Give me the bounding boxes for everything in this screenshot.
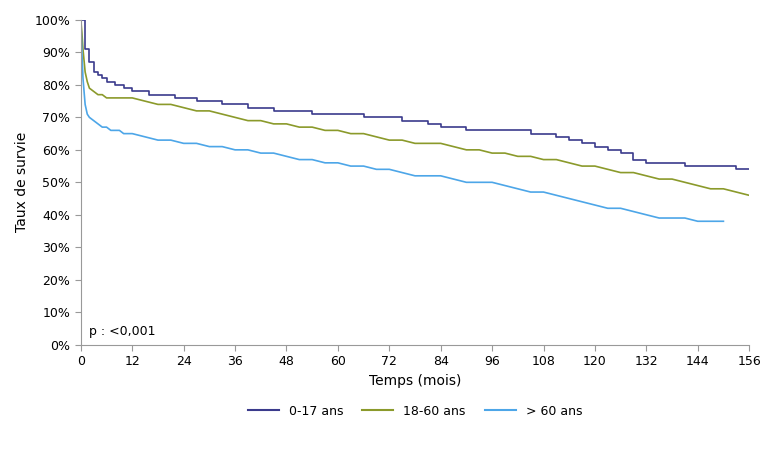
> 60 ans — [85, 115, 94, 120]
18-60 ans — [269, 121, 279, 127]
> 60 ans — [719, 219, 728, 224]
18-60 ans — [449, 144, 458, 150]
Line: > 60 ans: > 60 ans — [81, 20, 723, 221]
0-17 ans — [501, 128, 510, 133]
0-17 ans — [76, 17, 85, 23]
0-17 ans — [320, 111, 330, 117]
Y-axis label: Taux de survie: Taux de survie — [15, 132, 29, 233]
> 60 ans — [693, 219, 702, 224]
> 60 ans — [411, 173, 420, 178]
18-60 ans — [462, 147, 471, 153]
0-17 ans — [192, 98, 201, 104]
18-60 ans — [76, 17, 85, 23]
> 60 ans — [616, 206, 625, 211]
18-60 ans — [98, 92, 107, 97]
18-60 ans — [333, 128, 342, 133]
Text: p : <0,001: p : <0,001 — [89, 325, 156, 338]
0-17 ans — [732, 166, 741, 172]
18-60 ans — [744, 192, 753, 198]
0-17 ans — [744, 166, 753, 172]
Line: 18-60 ans: 18-60 ans — [81, 20, 749, 195]
0-17 ans — [719, 163, 728, 169]
> 60 ans — [115, 128, 124, 133]
0-17 ans — [171, 95, 180, 101]
> 60 ans — [76, 17, 85, 23]
Line: 0-17 ans: 0-17 ans — [81, 20, 749, 169]
> 60 ans — [140, 134, 150, 140]
18-60 ans — [385, 137, 394, 143]
Legend: 0-17 ans, 18-60 ans, > 60 ans: 0-17 ans, 18-60 ans, > 60 ans — [243, 399, 587, 423]
> 60 ans — [320, 160, 330, 165]
0-17 ans — [346, 111, 355, 117]
X-axis label: Temps (mois): Temps (mois) — [369, 374, 461, 388]
